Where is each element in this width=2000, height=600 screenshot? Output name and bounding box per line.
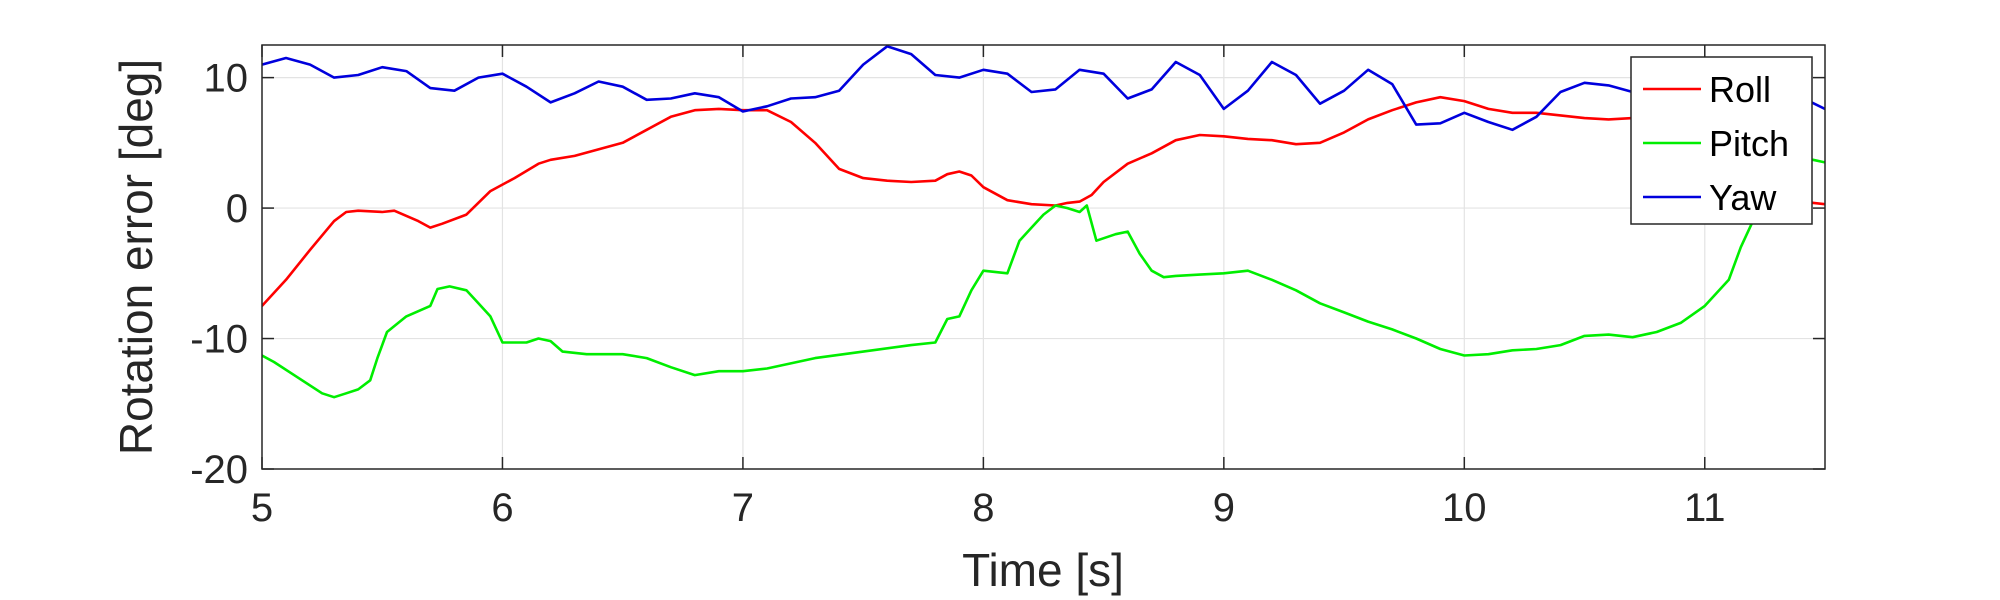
series-line-pitch <box>262 158 1825 399</box>
y-tick-label: 0 <box>226 187 248 231</box>
plot-area <box>262 45 1825 469</box>
x-tick-label: 8 <box>972 486 994 530</box>
x-tick-label: 10 <box>1442 486 1487 530</box>
axes-frame <box>261 44 1826 470</box>
y-tick-label: 10 <box>204 57 249 101</box>
y-tick-label: -20 <box>190 448 248 492</box>
legend: Roll Pitch Yaw <box>1630 56 1813 225</box>
x-tick-label: 9 <box>1213 486 1235 530</box>
series-line-yaw <box>262 45 1825 132</box>
ticks: 5 6 7 8 9 10 11 -20 -10 0 10 <box>190 45 1825 530</box>
legend-label-roll: Roll <box>1709 69 1771 110</box>
x-tick-label: 6 <box>491 486 513 530</box>
x-axis-label: Time [s] <box>962 544 1124 596</box>
series-group <box>262 45 1825 399</box>
grid <box>262 45 1825 469</box>
y-axis-label: Rotation error [deg] <box>110 59 162 455</box>
legend-label-pitch: Pitch <box>1709 123 1789 164</box>
x-tick-label: 5 <box>251 486 273 530</box>
x-tick-label: 11 <box>1684 486 1726 530</box>
x-tick-label: 7 <box>732 486 754 530</box>
legend-label-yaw: Yaw <box>1709 177 1777 218</box>
y-tick-label: -10 <box>190 318 248 362</box>
